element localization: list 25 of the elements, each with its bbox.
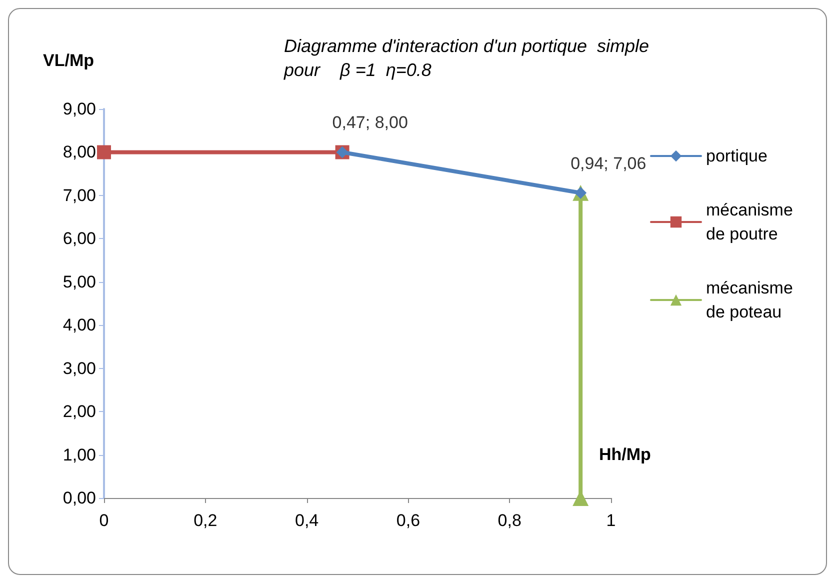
y-axis-title: VL/Mp [43, 51, 94, 70]
y-tick-label: 8,00 [62, 142, 96, 162]
legend-label: mécanisme de poutre [706, 200, 798, 244]
x-tick-label: 0 [99, 511, 109, 530]
y-tick-label: 1,00 [62, 445, 96, 464]
point [97, 145, 111, 160]
annotation: 0,47; 8,00 [332, 113, 408, 132]
x-tick-label: 0,6 [396, 511, 420, 530]
y-tick-label: 4,00 [62, 316, 96, 335]
y-tick-label: 5,00 [62, 272, 96, 292]
x-tick-label: 0,2 [194, 511, 218, 530]
y-tick-label: 0,00 [62, 488, 96, 508]
annotation: 0,94; 7,06 [570, 154, 646, 173]
y-tick-label: 7,00 [62, 186, 96, 205]
x-tick-label: 0,4 [294, 511, 319, 530]
x-axis-title: Hh/Mp [599, 445, 651, 464]
y-tick-label: 2,00 [62, 402, 96, 422]
y-tick-label: 3,00 [62, 358, 96, 378]
y-tick-label: 9,00 [62, 100, 96, 118]
legend-label: mécanisme de poteau [706, 278, 798, 322]
y-tick-label: 6,00 [62, 229, 96, 248]
chart-title: Diagramme d'interaction d'un portique simple pour β =1 η=0.8 [283, 36, 650, 80]
legend-label: portique [706, 146, 768, 166]
x-tick-label: 1 [606, 511, 616, 530]
x-tick-label: 0,8 [498, 511, 522, 530]
